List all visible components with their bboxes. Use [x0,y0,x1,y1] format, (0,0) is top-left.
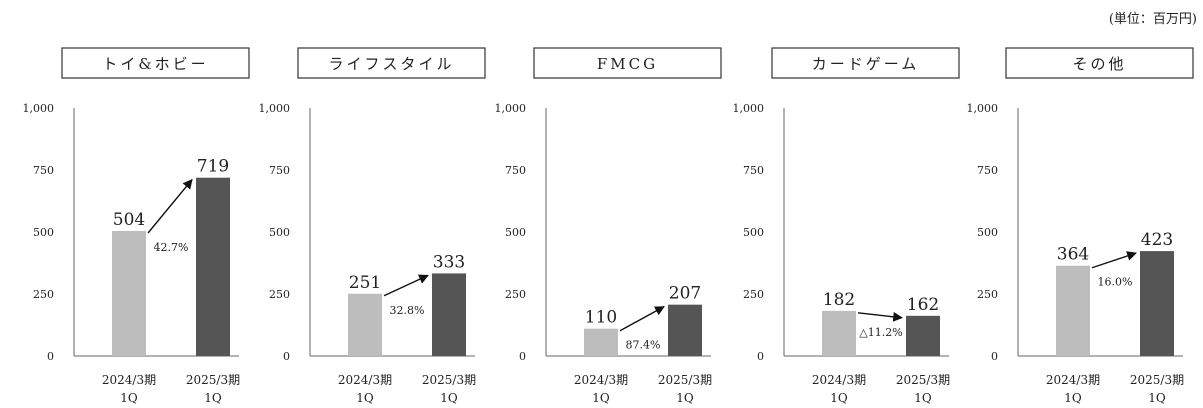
y-tick-label: 250 [33,288,54,301]
y-tick-label: 0 [519,350,526,363]
x-tick-label: 2024/3期 1Q [574,373,628,405]
chart-title: FMCG [597,55,658,73]
bar-value-label: 182 [823,290,855,310]
bar-value-label: 110 [585,308,617,328]
growth-label: 87.4% [626,339,661,352]
y-tick-label: 500 [505,226,526,239]
bar-value-label: 719 [197,157,229,177]
bar [1056,265,1090,356]
bar-value-label: 504 [113,210,145,230]
growth-arrow [147,178,193,234]
y-tick-label: 0 [991,350,998,363]
chart-title: カードゲーム [812,55,920,73]
bar-value-label: 162 [907,295,939,315]
x-tick-label: 2024/3期 1Q [1046,373,1100,405]
y-tick-label: 250 [269,288,290,301]
growth-label: 32.8% [390,304,425,317]
x-tick-label: 2024/3期 1Q [338,373,392,405]
y-tick-label: 0 [757,350,764,363]
bar [196,177,230,356]
growth-arrow [1091,251,1137,269]
y-tick-label: 750 [269,164,290,177]
chart-panel-3: カードゲーム 1,000 750 500 250 0 182 162 2024/3期 1Q 2025… [733,47,960,405]
chart-title-box [771,47,960,79]
y-tick-label: 1,000 [733,102,765,115]
y-tick-label: 500 [743,226,764,239]
x-tick-label: 2025/3期 1Q [896,373,950,405]
y-tick-label: 1,000 [23,102,55,115]
bar [1140,251,1174,356]
growth-arrow [383,274,429,297]
chart-panel-4: その他 1,000 750 500 250 0 364 423 2024/3期 1Q 2025/3期… [967,47,1194,405]
y-tick-label: 250 [505,288,526,301]
x-tick-label: 2024/3期 1Q [812,373,866,405]
y-tick-label: 250 [977,288,998,301]
bar-value-label: 333 [433,252,465,272]
chart-panel-2: FMCG 1,000 750 500 250 0 110 207 2024/3期 1Q 2025/3… [495,47,722,405]
growth-label: △11.2% [859,326,902,339]
y-tick-label: 500 [269,226,290,239]
bar [584,328,618,356]
chart-title: トイ&ホビー [102,55,208,73]
y-tick-label: 750 [743,164,764,177]
y-tick-label: 1,000 [495,102,527,115]
y-tick-label: 500 [977,226,998,239]
chart-title-box [1005,47,1194,79]
bar-value-label: 364 [1057,245,1089,265]
bar-value-label: 207 [669,284,701,304]
growth-arrow [857,311,903,322]
chart-title: ライフスタイル [328,55,454,73]
y-tick-label: 500 [33,226,54,239]
chart-panel-1: ライフスタイル 1,000 750 500 250 0 251 333 2024/3期 1Q 202… [259,47,486,405]
growth-label: 42.7% [154,241,189,254]
bar [822,310,856,356]
chart-panel-0: トイ&ホビー 1,000 750 500 250 0 504 719 2024/3期 1Q 2025… [23,47,250,405]
y-tick-label: 750 [977,164,998,177]
y-tick-label: 250 [743,288,764,301]
bar [668,304,702,356]
x-tick-label: 2025/3期 1Q [1130,373,1184,405]
bar [906,315,940,356]
chart-title-box [61,47,250,79]
x-tick-label: 2025/3期 1Q [186,373,240,405]
x-tick-label: 2024/3期 1Q [102,373,156,405]
bar [112,231,146,356]
bar [432,273,466,356]
chart-title: その他 [1072,55,1126,73]
chart-title-box [533,47,722,79]
y-tick-label: 0 [283,350,290,363]
y-tick-label: 750 [33,164,54,177]
bar-value-label: 251 [349,273,381,293]
unit-label: (単位：百万円) [1108,12,1197,27]
growth-label: 16.0% [1098,276,1133,289]
bar-value-label: 423 [1141,230,1173,250]
y-tick-label: 1,000 [967,102,999,115]
y-tick-label: 1,000 [259,102,291,115]
x-tick-label: 2025/3期 1Q [422,373,476,405]
chart-title-box [297,47,486,79]
x-tick-label: 2025/3期 1Q [658,373,712,405]
bar [348,293,382,356]
growth-arrow [619,306,665,332]
y-tick-label: 0 [47,350,54,363]
y-tick-label: 750 [505,164,526,177]
